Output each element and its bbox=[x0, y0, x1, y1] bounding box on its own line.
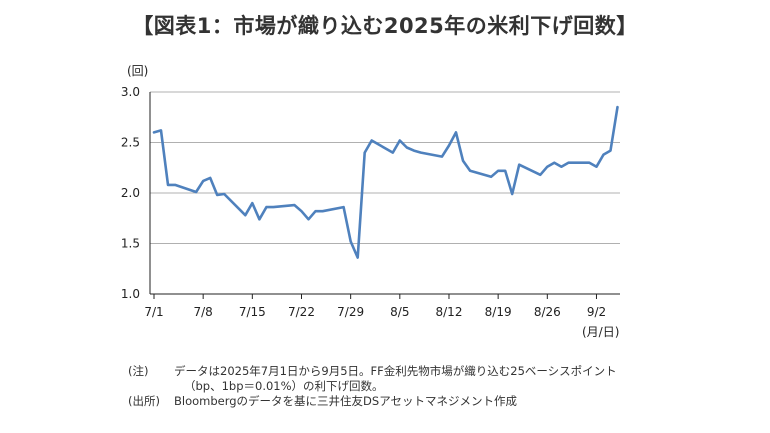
y-tick-label: 1.5 bbox=[121, 237, 140, 251]
source-tag: (出所) bbox=[128, 394, 160, 408]
x-tick-label: 8/26 bbox=[534, 305, 561, 319]
y-tick-label: 2.5 bbox=[121, 136, 140, 150]
series-group bbox=[152, 105, 619, 259]
x-tick-label: 7/8 bbox=[194, 305, 213, 319]
axes bbox=[149, 92, 620, 299]
grid-lines bbox=[150, 91, 620, 244]
note-row: (注) データは2025年7月1日から9月5日。FF金利先物市場が織り込む25ベ… bbox=[128, 364, 617, 379]
y-tick-label: 1.0 bbox=[121, 287, 140, 301]
y-tick-label: 3.0 bbox=[121, 85, 140, 99]
x-tick-label: 9/2 bbox=[587, 305, 606, 319]
source-row: (出所) Bloombergのデータを基に三井住友DSアセットマネジメント作成 bbox=[128, 394, 617, 409]
y-unit-label: (回) bbox=[127, 64, 149, 78]
x-tick-label: 7/29 bbox=[337, 305, 364, 319]
y-tick-label: 2.0 bbox=[121, 186, 140, 200]
series-line bbox=[152, 105, 619, 259]
x-tick-label: 8/12 bbox=[436, 305, 463, 319]
x-tick-label: 7/15 bbox=[239, 305, 266, 319]
x-tick-label: 8/19 bbox=[485, 305, 512, 319]
chart-title: 【図表1：市場が織り込む2025年の米利下げ回数】 bbox=[132, 14, 638, 38]
note-continuation: （bp、1bp＝0.01%）の利下げ回数。 bbox=[184, 379, 384, 393]
x-tick-label: 7/22 bbox=[288, 305, 315, 319]
x-tick-label: 8/5 bbox=[390, 305, 409, 319]
x-unit-label: (月/日) bbox=[582, 325, 620, 339]
note-tag: (注) bbox=[128, 364, 149, 378]
y-tick-labels: 1.0 1.5 2.0 2.5 3.0 bbox=[121, 85, 140, 301]
x-tick-labels: 7/1 7/8 7/15 7/22 7/29 8/5 8/12 8/19 8/26 9/2 bbox=[144, 305, 606, 319]
x-tick-label: 7/1 bbox=[144, 305, 163, 319]
source-text: Bloombergのデータを基に三井住友DSアセットマネジメント作成 bbox=[174, 394, 517, 408]
note-text: データは2025年7月1日から9月5日。FF金利先物市場が織り込む25ベーシスポ… bbox=[174, 364, 617, 378]
notes: (注) データは2025年7月1日から9月5日。FF金利先物市場が織り込む25ベ… bbox=[128, 364, 617, 409]
